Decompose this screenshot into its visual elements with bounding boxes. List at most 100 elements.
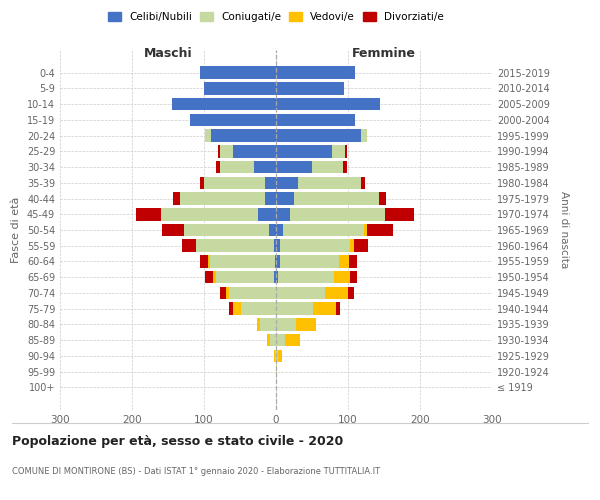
Bar — [275, 350, 276, 362]
Bar — [276, 224, 283, 236]
Bar — [196, 240, 274, 252]
Bar — [184, 224, 269, 236]
Bar — [274, 271, 276, 283]
Text: Femmine: Femmine — [352, 47, 416, 60]
Bar — [276, 366, 277, 378]
Bar — [276, 208, 290, 220]
Bar — [276, 240, 280, 252]
Bar — [136, 208, 161, 220]
Bar — [350, 240, 354, 252]
Bar — [345, 145, 347, 158]
Bar — [173, 192, 180, 205]
Bar — [284, 334, 301, 346]
Bar — [385, 208, 414, 220]
Bar — [180, 192, 265, 205]
Bar — [338, 255, 349, 268]
Bar — [258, 208, 276, 220]
Bar — [229, 286, 276, 299]
Bar — [216, 161, 220, 173]
Bar — [218, 145, 220, 158]
Bar — [257, 318, 260, 330]
Bar — [276, 114, 355, 126]
Bar — [241, 302, 276, 315]
Bar — [361, 176, 365, 189]
Text: COMUNE DI MONTIRONE (BS) - Dati ISTAT 1° gennaio 2020 - Elaborazione TUTTITALIA.: COMUNE DI MONTIRONE (BS) - Dati ISTAT 1°… — [12, 468, 380, 476]
Bar — [233, 302, 241, 315]
Bar — [361, 130, 367, 142]
Bar — [200, 66, 276, 79]
Bar — [276, 98, 380, 110]
Bar — [226, 286, 229, 299]
Bar — [161, 208, 258, 220]
Bar — [294, 192, 379, 205]
Bar — [212, 271, 216, 283]
Bar — [182, 240, 196, 252]
Bar — [379, 192, 386, 205]
Bar — [276, 334, 284, 346]
Bar — [280, 255, 338, 268]
Text: Popolazione per età, sesso e stato civile - 2020: Popolazione per età, sesso e stato civil… — [12, 435, 343, 448]
Bar — [190, 114, 276, 126]
Bar — [276, 286, 325, 299]
Bar — [298, 176, 361, 189]
Bar — [229, 302, 233, 315]
Bar — [278, 271, 334, 283]
Bar — [278, 350, 282, 362]
Bar — [290, 208, 385, 220]
Bar — [364, 224, 367, 236]
Bar — [205, 130, 211, 142]
Bar — [312, 161, 343, 173]
Bar — [204, 82, 276, 94]
Bar — [276, 66, 355, 79]
Text: Maschi: Maschi — [143, 47, 193, 60]
Bar — [274, 240, 276, 252]
Bar — [334, 271, 350, 283]
Bar — [274, 350, 275, 362]
Bar — [162, 224, 184, 236]
Bar — [276, 130, 361, 142]
Bar — [276, 255, 280, 268]
Bar — [266, 334, 270, 346]
Bar — [283, 224, 364, 236]
Bar — [276, 271, 278, 283]
Bar — [211, 130, 276, 142]
Bar — [348, 286, 354, 299]
Bar — [350, 271, 358, 283]
Bar — [233, 145, 276, 158]
Bar — [220, 286, 226, 299]
Bar — [204, 176, 265, 189]
Bar — [337, 302, 340, 315]
Bar — [275, 255, 276, 268]
Bar — [172, 98, 276, 110]
Bar — [208, 255, 210, 268]
Bar — [276, 192, 294, 205]
Bar — [276, 318, 296, 330]
Bar — [276, 145, 332, 158]
Bar — [276, 302, 313, 315]
Bar — [270, 334, 276, 346]
Bar — [200, 255, 208, 268]
Bar — [254, 161, 276, 173]
Bar — [349, 255, 356, 268]
Bar — [216, 271, 274, 283]
Bar — [325, 286, 348, 299]
Bar — [280, 240, 350, 252]
Bar — [210, 255, 275, 268]
Bar — [205, 271, 212, 283]
Bar — [354, 240, 368, 252]
Bar — [313, 302, 337, 315]
Bar — [276, 176, 298, 189]
Y-axis label: Anni di nascita: Anni di nascita — [559, 192, 569, 268]
Bar — [200, 176, 204, 189]
Bar — [276, 350, 278, 362]
Bar — [343, 161, 347, 173]
Bar — [276, 161, 312, 173]
Bar — [220, 161, 254, 173]
Bar — [332, 145, 345, 158]
Bar — [367, 224, 392, 236]
Legend: Celibi/Nubili, Coniugati/e, Vedovi/e, Divorziati/e: Celibi/Nubili, Coniugati/e, Vedovi/e, Di… — [108, 12, 444, 22]
Bar — [220, 145, 233, 158]
Y-axis label: Fasce di età: Fasce di età — [11, 197, 21, 263]
Bar — [296, 318, 316, 330]
Bar — [265, 176, 276, 189]
